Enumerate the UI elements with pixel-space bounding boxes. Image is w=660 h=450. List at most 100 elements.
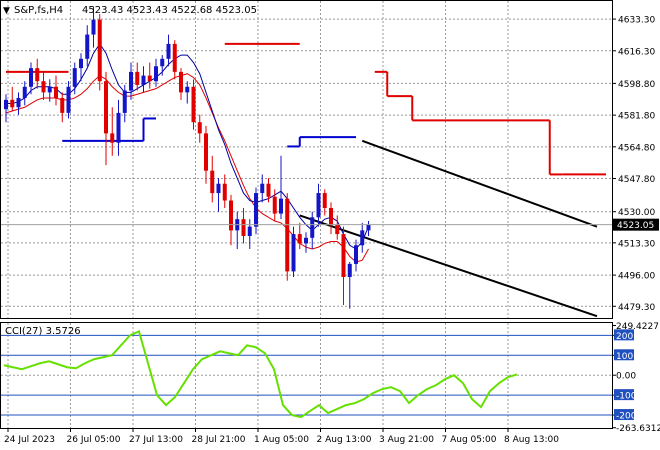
candle-bear bbox=[204, 133, 208, 171]
candle-bull bbox=[216, 183, 221, 194]
candle-bull bbox=[66, 86, 71, 113]
price-axis: 4479.30 4496.00 4513.30 4530.00 4547.80 4564.… bbox=[612, 16, 655, 313]
candle-bull bbox=[254, 193, 258, 227]
candle-bear bbox=[179, 71, 183, 93]
candle-bear bbox=[110, 133, 115, 143]
candle-bull bbox=[366, 224, 371, 231]
price-tick-label: 4616.30 bbox=[618, 47, 655, 57]
candle-bull bbox=[185, 86, 190, 93]
candle-bear bbox=[266, 183, 271, 197]
cci-label: CCI(27) 3.5726 bbox=[5, 326, 81, 337]
header-arrow-icon: ▼ bbox=[3, 6, 10, 16]
candle-bear bbox=[54, 86, 58, 98]
candle-bear bbox=[297, 234, 302, 244]
cci-tick-label: -200 bbox=[616, 412, 637, 422]
cci-line bbox=[3, 329, 518, 419]
price-tick-label: 4479.30 bbox=[618, 303, 655, 313]
cci-level-box bbox=[614, 389, 634, 401]
candle-bull bbox=[16, 97, 21, 108]
candle-bear bbox=[329, 207, 333, 225]
price-tick-label: 4547.80 bbox=[618, 175, 655, 185]
candle-bull bbox=[160, 58, 165, 67]
candle-bear bbox=[172, 43, 177, 72]
cci-tick-label: 0.00 bbox=[616, 372, 636, 382]
candle-bear bbox=[285, 198, 290, 272]
candle-bear bbox=[241, 219, 246, 236]
candle-bear bbox=[97, 19, 102, 82]
candle-bull bbox=[291, 234, 296, 272]
candle-bull bbox=[91, 19, 96, 35]
candle-bear bbox=[10, 99, 15, 108]
candle-bull bbox=[247, 226, 252, 236]
candle-bull bbox=[347, 263, 352, 277]
candle-bull bbox=[85, 34, 90, 59]
price-tick-label: 4513.30 bbox=[618, 239, 655, 249]
time-tick-label: 26 Jul 05:00 bbox=[67, 435, 121, 445]
time-tick-label: 3 Aug 21:00 bbox=[379, 435, 434, 445]
cci-polyline bbox=[3, 329, 518, 419]
current-price-box bbox=[613, 218, 659, 231]
candle-bull bbox=[122, 90, 127, 113]
candle-bull bbox=[304, 237, 308, 244]
cci-level-box bbox=[614, 409, 634, 421]
candle-bear bbox=[41, 81, 46, 93]
time-tick-label: 8 Aug 13:00 bbox=[504, 435, 559, 445]
current-price-label: 4523.05 bbox=[617, 221, 654, 231]
candle-bull bbox=[316, 193, 321, 218]
candle-bull bbox=[116, 112, 121, 143]
time-tick-label: 27 Jul 13:00 bbox=[129, 435, 183, 445]
candle-bull bbox=[166, 43, 171, 59]
candle-bear bbox=[197, 122, 202, 134]
candle-bear bbox=[229, 200, 233, 231]
cci-tick-label: 249.4227 bbox=[616, 322, 659, 332]
ma-slow-line bbox=[5, 73, 369, 263]
cci-tick-label: 200 bbox=[616, 332, 633, 342]
candle-bear bbox=[272, 196, 277, 214]
candle-bull bbox=[72, 68, 77, 87]
candle-bear bbox=[104, 81, 108, 134]
candle-bear bbox=[210, 170, 215, 194]
channel-line bbox=[299, 214, 598, 318]
candle-bull bbox=[310, 217, 315, 238]
candle-bear bbox=[335, 224, 340, 235]
candle-bull bbox=[279, 198, 283, 214]
current-price-tag: 4523.05 bbox=[1, 218, 659, 231]
time-axis: 24 Jul 2023 26 Jul 05:00 27 Jul 13:00 28 Ju… bbox=[4, 428, 559, 445]
candle-bull bbox=[360, 230, 365, 246]
price-tick-label: 4633.30 bbox=[618, 16, 655, 26]
candle-bear bbox=[147, 75, 152, 82]
price-tick-label: 4530.00 bbox=[618, 208, 655, 218]
cci-level-box bbox=[614, 349, 634, 361]
candle-bear bbox=[60, 97, 65, 113]
header-ohlc: 4523.43 4523.43 4522.68 4523.05 bbox=[82, 5, 257, 16]
candle-bull bbox=[141, 75, 146, 85]
support-resistance-levels bbox=[6, 42, 606, 176]
cci-level-box bbox=[614, 329, 634, 341]
candle-bear bbox=[35, 68, 40, 82]
main-panel-border bbox=[0, 0, 613, 319]
candle-bull bbox=[47, 86, 52, 93]
candle-bull bbox=[129, 71, 133, 91]
channel-line bbox=[361, 139, 598, 228]
candle-bull bbox=[29, 68, 33, 87]
candle-bear bbox=[322, 193, 327, 208]
candle-bear bbox=[341, 234, 346, 277]
candle-bull bbox=[22, 86, 27, 98]
candle-bear bbox=[135, 71, 140, 85]
time-tick-label: 7 Aug 05:00 bbox=[442, 435, 497, 445]
cci-levels bbox=[1, 334, 612, 416]
trend-channel bbox=[299, 139, 598, 318]
time-tick-label: 1 Aug 05:00 bbox=[254, 435, 309, 445]
cci-tick-label: -263.6312 bbox=[616, 424, 660, 434]
candle-bull bbox=[260, 183, 265, 194]
candle-bear bbox=[222, 183, 227, 201]
candlesticks bbox=[4, 6, 371, 309]
time-tick-label: 2 Aug 13:00 bbox=[317, 435, 372, 445]
cci-tick-label: -100 bbox=[616, 392, 637, 402]
price-tick-label: 4496.00 bbox=[618, 272, 655, 282]
price-tick-label: 4598.80 bbox=[618, 80, 655, 90]
candle-bear bbox=[191, 86, 196, 123]
cci-tick-label: 100 bbox=[616, 352, 633, 362]
